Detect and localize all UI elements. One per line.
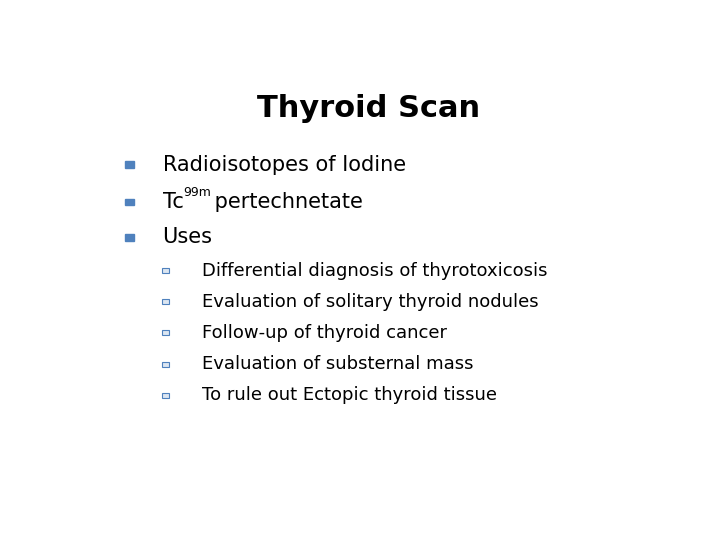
Text: pertechnetate: pertechnetate xyxy=(209,192,364,212)
Text: 99m: 99m xyxy=(184,186,211,199)
FancyBboxPatch shape xyxy=(162,330,168,335)
Text: Uses: Uses xyxy=(163,227,212,247)
Text: Differential diagnosis of thyrotoxicosis: Differential diagnosis of thyrotoxicosis xyxy=(202,261,547,280)
Text: Evaluation of substernal mass: Evaluation of substernal mass xyxy=(202,355,473,373)
FancyBboxPatch shape xyxy=(125,161,133,168)
FancyBboxPatch shape xyxy=(125,234,133,241)
Text: Follow-up of thyroid cancer: Follow-up of thyroid cancer xyxy=(202,324,446,342)
FancyBboxPatch shape xyxy=(162,393,168,398)
FancyBboxPatch shape xyxy=(125,199,133,205)
FancyBboxPatch shape xyxy=(162,268,168,273)
Text: Thyroid Scan: Thyroid Scan xyxy=(258,94,480,123)
FancyBboxPatch shape xyxy=(162,362,168,367)
Text: To rule out Ectopic thyroid tissue: To rule out Ectopic thyroid tissue xyxy=(202,386,497,404)
Text: Tc: Tc xyxy=(163,192,184,212)
Text: Radioisotopes of Iodine: Radioisotopes of Iodine xyxy=(163,154,405,174)
FancyBboxPatch shape xyxy=(162,299,168,305)
Text: Evaluation of solitary thyroid nodules: Evaluation of solitary thyroid nodules xyxy=(202,293,539,311)
